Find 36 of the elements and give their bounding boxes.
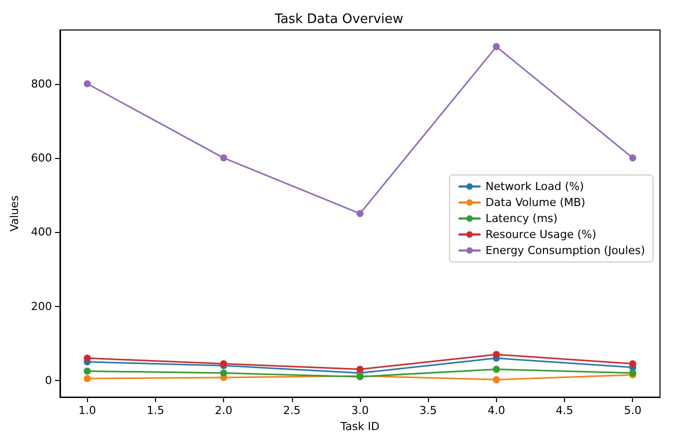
y-tick-label: 800 xyxy=(31,77,52,90)
x-tick-label: 2.0 xyxy=(214,404,232,418)
legend-label: Network Load (%) xyxy=(486,180,584,193)
x-tick-label: 3.5 xyxy=(419,404,437,418)
legend-label: Energy Consumption (Joules) xyxy=(486,244,646,257)
x-tick-label: 2.5 xyxy=(283,404,301,418)
point xyxy=(492,366,500,373)
x-tick-label: 1.5 xyxy=(146,404,164,418)
point xyxy=(220,370,228,376)
y-tick-label: 600 xyxy=(31,151,52,164)
y-tick-label: 0 xyxy=(45,374,52,387)
legend-label: Data Volume (MB) xyxy=(486,196,586,209)
legend-label: Resource Usage (%) xyxy=(486,228,596,241)
point xyxy=(220,154,228,162)
point xyxy=(492,350,500,358)
x-tick-label: 3.0 xyxy=(351,404,369,418)
point xyxy=(84,368,91,375)
y-tick-label: 400 xyxy=(31,226,52,239)
point xyxy=(84,80,91,88)
x-tick-label: 4.0 xyxy=(488,404,506,418)
point xyxy=(356,366,364,373)
point xyxy=(629,360,636,368)
point xyxy=(84,375,91,382)
x-tick-label: 4.5 xyxy=(556,404,574,418)
y-axis-title: Values xyxy=(8,195,21,232)
y-tick-label: 200 xyxy=(31,300,52,313)
x-axis-title: Task ID xyxy=(340,420,380,433)
x-tick-label: 5.0 xyxy=(624,404,642,418)
point xyxy=(356,210,364,218)
point xyxy=(629,154,636,162)
point xyxy=(84,354,91,362)
chart-title: Task Data Overview xyxy=(274,12,404,27)
point xyxy=(492,376,500,384)
point xyxy=(492,43,500,50)
legend-label: Latency (ms) xyxy=(486,212,558,225)
x-tick-label: 1.0 xyxy=(78,404,96,418)
